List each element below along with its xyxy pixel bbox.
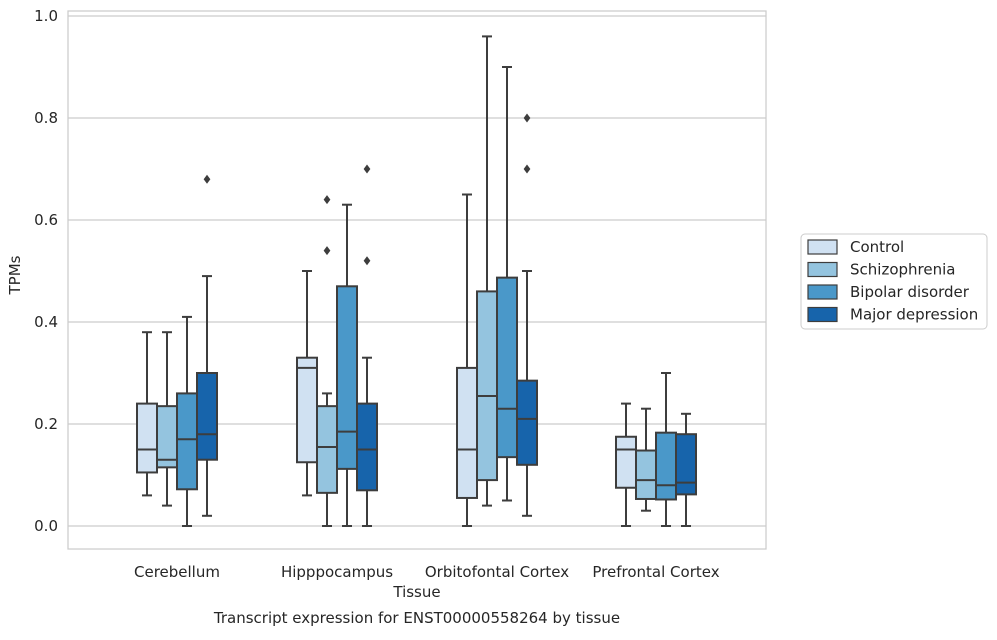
box-element	[675, 412, 697, 527]
y-tick-label: 0.2	[34, 415, 58, 433]
series-group	[156, 35, 657, 527]
box-element	[316, 195, 338, 527]
series-group	[136, 193, 637, 527]
series-group	[196, 113, 697, 527]
y-ticks: 0.0 0.2 0.4 0.6 0.8 1.0	[34, 7, 58, 535]
box-body	[456, 366, 478, 499]
legend-swatch	[807, 261, 838, 278]
box-body	[356, 402, 378, 492]
box-element	[336, 203, 358, 527]
y-tick-label: 0.8	[34, 109, 58, 127]
box-body	[655, 431, 677, 501]
box-element	[156, 331, 178, 507]
y-tick-label: 0.6	[34, 211, 58, 229]
box-element	[136, 331, 158, 497]
box-body	[675, 433, 697, 496]
box-element	[635, 407, 657, 512]
box-body	[136, 402, 158, 474]
legend-label: Major depression	[850, 306, 978, 324]
y-tick-label: 1.0	[34, 7, 58, 25]
box-body	[316, 405, 338, 494]
box-element	[615, 402, 637, 527]
outlier-point	[523, 164, 531, 174]
x-ticks: Cerebellum Hipppocampus Orbitofontal Corte…	[134, 563, 720, 581]
box-body	[615, 435, 637, 489]
box-element	[476, 35, 498, 507]
x-tick-label: Orbitofontal Cortex	[425, 563, 569, 581]
outlier-point	[203, 174, 211, 184]
plot-frame	[67, 10, 767, 550]
y-tick-label: 0.0	[34, 517, 58, 535]
x-tick-label: Hipppocampus	[281, 563, 393, 581]
legend-swatch	[807, 284, 838, 300]
legend-label: Bipolar disorder	[850, 283, 970, 301]
outlier-point	[323, 195, 331, 205]
chart-title: Transcript expression for ENST0000055826…	[213, 609, 620, 627]
box-element	[196, 174, 218, 517]
box-element	[296, 270, 318, 497]
legend-swatch	[807, 239, 838, 255]
y-axis-label: TPMs	[6, 255, 24, 295]
box-element	[516, 113, 538, 517]
outlier-point	[323, 246, 331, 256]
series-group	[176, 66, 677, 527]
box-body	[476, 290, 498, 482]
y-tick-label: 0.4	[34, 313, 58, 331]
box-element	[456, 193, 478, 527]
box-series	[136, 35, 697, 527]
box-body	[196, 372, 218, 461]
legend-label: Schizophrenia	[850, 261, 955, 279]
x-axis-label: Tissue	[392, 583, 440, 601]
box-body	[516, 379, 538, 466]
box-element	[655, 372, 677, 527]
box-body	[336, 285, 358, 470]
box-body	[635, 449, 657, 500]
box-body	[296, 356, 318, 464]
x-tick-label: Cerebellum	[134, 563, 220, 581]
outlier-point	[363, 164, 371, 174]
box-body	[156, 405, 178, 469]
box-element	[176, 315, 198, 527]
box-body	[496, 276, 518, 459]
box-element	[496, 66, 518, 502]
legend-label: Control	[850, 238, 904, 256]
legend-swatch	[807, 306, 838, 323]
outlier-point	[523, 113, 531, 123]
x-tick-label: Prefrontal Cortex	[592, 563, 719, 581]
legend-frame	[800, 233, 988, 330]
box-body	[176, 392, 198, 491]
legend: Control Schizophrenia Bipolar disorder Majo…	[800, 233, 988, 330]
outlier-point	[363, 256, 371, 266]
box-element	[356, 164, 378, 527]
